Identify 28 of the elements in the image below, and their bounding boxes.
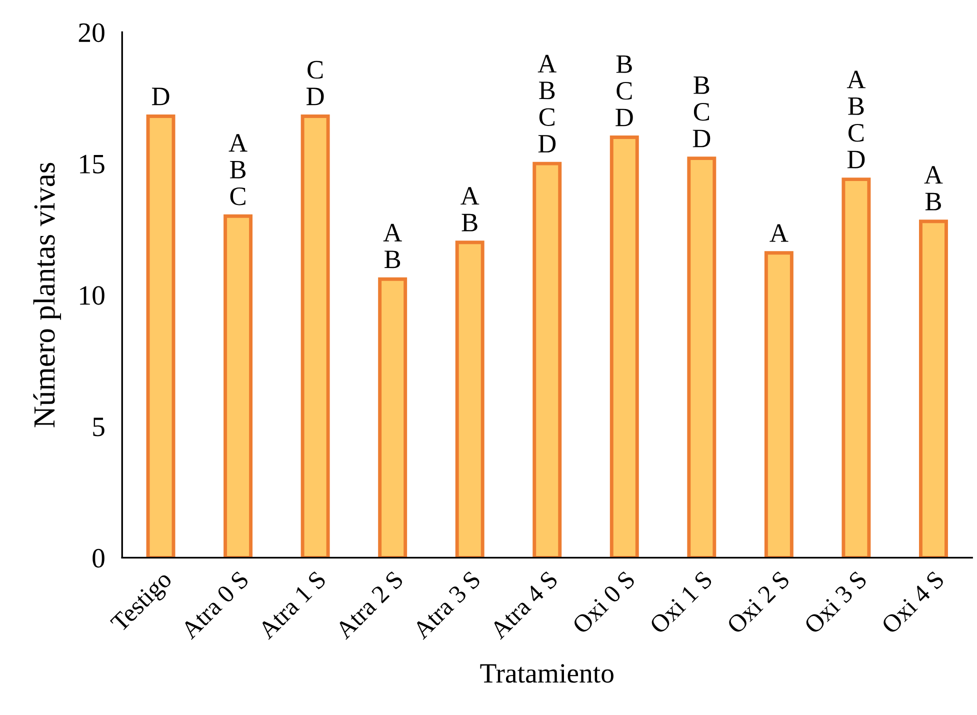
annotation: A B bbox=[460, 187, 480, 232]
x-tick-label: Atra 4 S bbox=[488, 570, 558, 640]
x-tick-label: Oxi 0 S bbox=[572, 570, 636, 635]
x-tick-label: Oxi 4 S bbox=[880, 570, 945, 635]
x-tick-label: Atra 2 S bbox=[334, 570, 404, 640]
y-tick-label: 20 bbox=[78, 23, 104, 42]
x-tick-label: Atra 0 S bbox=[180, 570, 250, 640]
y-axis-title: Número plantas vivas bbox=[33, 162, 62, 428]
annotation: A bbox=[770, 224, 788, 242]
annotation: A B bbox=[924, 166, 943, 210]
annotation: C D bbox=[306, 60, 324, 106]
y-tick-label: 5 bbox=[93, 418, 104, 436]
x-tick-label: Atra 3 S bbox=[412, 570, 482, 640]
x-tick-label: Oxi 3 S bbox=[803, 570, 868, 635]
annotation: A B C D bbox=[846, 70, 866, 168]
x-tick-label: Oxi 1 S bbox=[648, 570, 714, 635]
annotation: D bbox=[152, 88, 170, 106]
annotation: A B C bbox=[228, 134, 248, 206]
annotation: B C D bbox=[692, 76, 710, 148]
y-tick-label: 10 bbox=[80, 286, 104, 305]
annotation: B C D bbox=[616, 55, 633, 126]
x-axis-title: Tratamiento bbox=[480, 664, 614, 683]
x-tick-label: Atra 1 S bbox=[257, 570, 327, 640]
y-tick-label: 15 bbox=[80, 154, 104, 174]
annotation: A B bbox=[383, 224, 402, 268]
y-tick-label: 0 bbox=[92, 548, 104, 568]
annotation: A B C D bbox=[538, 54, 556, 152]
x-tick-label: Oxi 2 S bbox=[726, 570, 790, 635]
